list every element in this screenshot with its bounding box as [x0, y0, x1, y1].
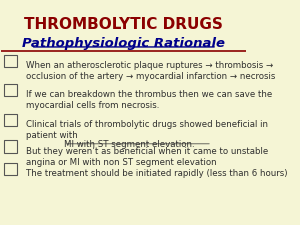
FancyBboxPatch shape	[4, 84, 17, 96]
Text: If we can breakdown the thrombus then we can save the
myocardial cells from necr: If we can breakdown the thrombus then we…	[26, 90, 272, 110]
FancyBboxPatch shape	[4, 162, 17, 175]
Text: Clinical trials of thrombolytic drugs showed beneficial in
patient with: Clinical trials of thrombolytic drugs sh…	[26, 120, 268, 140]
Text: Pathophysiologic Rationale: Pathophysiologic Rationale	[22, 37, 225, 50]
Text: THROMBOLYTIC DRUGS: THROMBOLYTIC DRUGS	[24, 17, 223, 32]
Text: When an atherosclerotic plaque ruptures → thrombosis →
occlusion of the artery →: When an atherosclerotic plaque ruptures …	[26, 61, 275, 81]
Text: But they weren’t as beneficial when it came to unstable
angina or MI with non ST: But they weren’t as beneficial when it c…	[26, 147, 268, 167]
FancyBboxPatch shape	[4, 55, 17, 67]
Text: MI with ST segment elevation.: MI with ST segment elevation.	[64, 140, 194, 149]
FancyBboxPatch shape	[4, 140, 17, 153]
FancyBboxPatch shape	[4, 114, 17, 126]
Text: The treatment should be initiated rapidly (less than 6 hours): The treatment should be initiated rapidl…	[26, 169, 287, 178]
